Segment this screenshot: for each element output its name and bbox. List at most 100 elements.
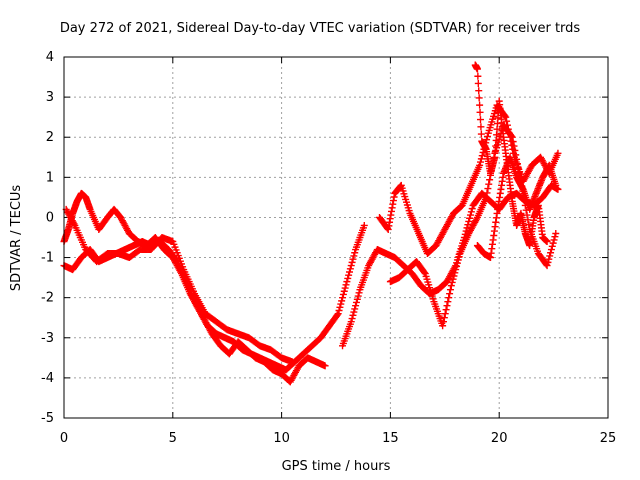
data-point — [445, 294, 453, 302]
data-point — [549, 239, 557, 247]
x-tick-label: 15 — [382, 431, 399, 446]
chart-title: Day 272 of 2021, Sidereal Day-to-day VTE… — [60, 21, 581, 36]
data-point — [547, 246, 555, 254]
data-point — [548, 242, 556, 250]
data-point — [464, 221, 472, 229]
data-point — [477, 130, 485, 138]
data-point — [336, 303, 344, 311]
x-tick-label: 20 — [491, 431, 508, 446]
data-point — [288, 358, 296, 366]
data-point — [475, 94, 483, 102]
data-point — [466, 211, 474, 219]
data-point — [440, 314, 448, 322]
y-tick-label: 0 — [46, 210, 54, 225]
tick-layer: -5 -4 -3 -2 -1 0 1 2 3 4 0 5 10 15 20 25 — [41, 50, 616, 446]
data-point — [345, 271, 353, 279]
data-point — [507, 132, 515, 140]
data-point — [350, 308, 358, 316]
data-point — [352, 302, 360, 310]
data-point — [513, 155, 521, 163]
data-point — [476, 161, 484, 169]
data-point — [446, 290, 454, 298]
y-tick-label: -1 — [41, 251, 54, 266]
data-point — [420, 268, 428, 276]
data-point — [477, 155, 485, 163]
data-point — [448, 278, 456, 286]
data-point — [339, 290, 347, 298]
series-track-c — [62, 205, 296, 366]
data-point — [477, 123, 485, 131]
data-point — [349, 311, 357, 319]
data-point — [447, 282, 455, 290]
data-point — [349, 255, 357, 263]
data-point — [484, 185, 492, 193]
data-point — [339, 294, 347, 302]
data-point — [514, 164, 522, 172]
data-point — [353, 295, 361, 303]
data-point — [475, 87, 483, 95]
data-point — [345, 268, 353, 276]
data-point — [333, 311, 341, 319]
data-point — [551, 233, 559, 241]
data-point — [525, 221, 533, 229]
y-tick-label: -3 — [41, 331, 54, 346]
plot-frame — [63, 56, 609, 419]
data-point — [341, 284, 349, 292]
data-point — [337, 300, 345, 308]
y-tick-label: -2 — [41, 291, 54, 306]
y-tick-label: 2 — [46, 130, 54, 145]
data-point — [552, 181, 560, 189]
x-tick-label: 25 — [600, 431, 617, 446]
data-point — [479, 148, 487, 156]
data-point — [468, 205, 476, 213]
data-point — [473, 215, 481, 223]
data-point — [550, 236, 558, 244]
data-point — [554, 185, 562, 193]
data-point — [355, 289, 363, 297]
x-tick-label: 10 — [273, 431, 290, 446]
data-point — [486, 176, 494, 184]
data-point — [350, 252, 358, 260]
data-point — [352, 298, 360, 306]
data-point — [508, 133, 516, 141]
data-point — [340, 287, 348, 295]
x-tick-label: 0 — [60, 431, 68, 446]
data-point — [450, 272, 458, 280]
data-point — [483, 136, 491, 144]
data-point — [467, 208, 475, 216]
data-point — [439, 318, 447, 326]
data-point — [476, 158, 484, 166]
data-point — [451, 269, 459, 277]
data-point — [347, 262, 355, 270]
data-point — [442, 306, 450, 314]
data-point — [545, 255, 553, 263]
data-layer — [60, 61, 562, 386]
y-tick-label: 3 — [46, 90, 54, 105]
y-tick-label: 1 — [46, 170, 54, 185]
data-point — [344, 274, 352, 282]
y-axis-label: SDTVAR / TECUs — [9, 185, 24, 292]
data-point — [544, 258, 552, 266]
data-point — [474, 72, 482, 80]
data-point — [503, 117, 511, 125]
data-point — [351, 305, 359, 313]
data-point — [441, 310, 449, 318]
data-point — [444, 298, 452, 306]
data-point — [446, 286, 454, 294]
series-track-h — [473, 153, 560, 262]
data-point — [348, 258, 356, 266]
data-point — [474, 79, 482, 87]
data-point — [543, 262, 551, 270]
data-point — [466, 214, 474, 222]
data-point — [449, 275, 457, 283]
series-track-g — [471, 61, 551, 250]
x-axis-label: GPS time / hours — [282, 459, 391, 474]
data-point — [482, 193, 490, 201]
data-point — [483, 189, 491, 197]
data-point — [439, 322, 447, 330]
data-point — [348, 315, 356, 323]
data-point — [360, 221, 368, 229]
data-point — [547, 249, 555, 257]
data-point — [473, 65, 481, 73]
